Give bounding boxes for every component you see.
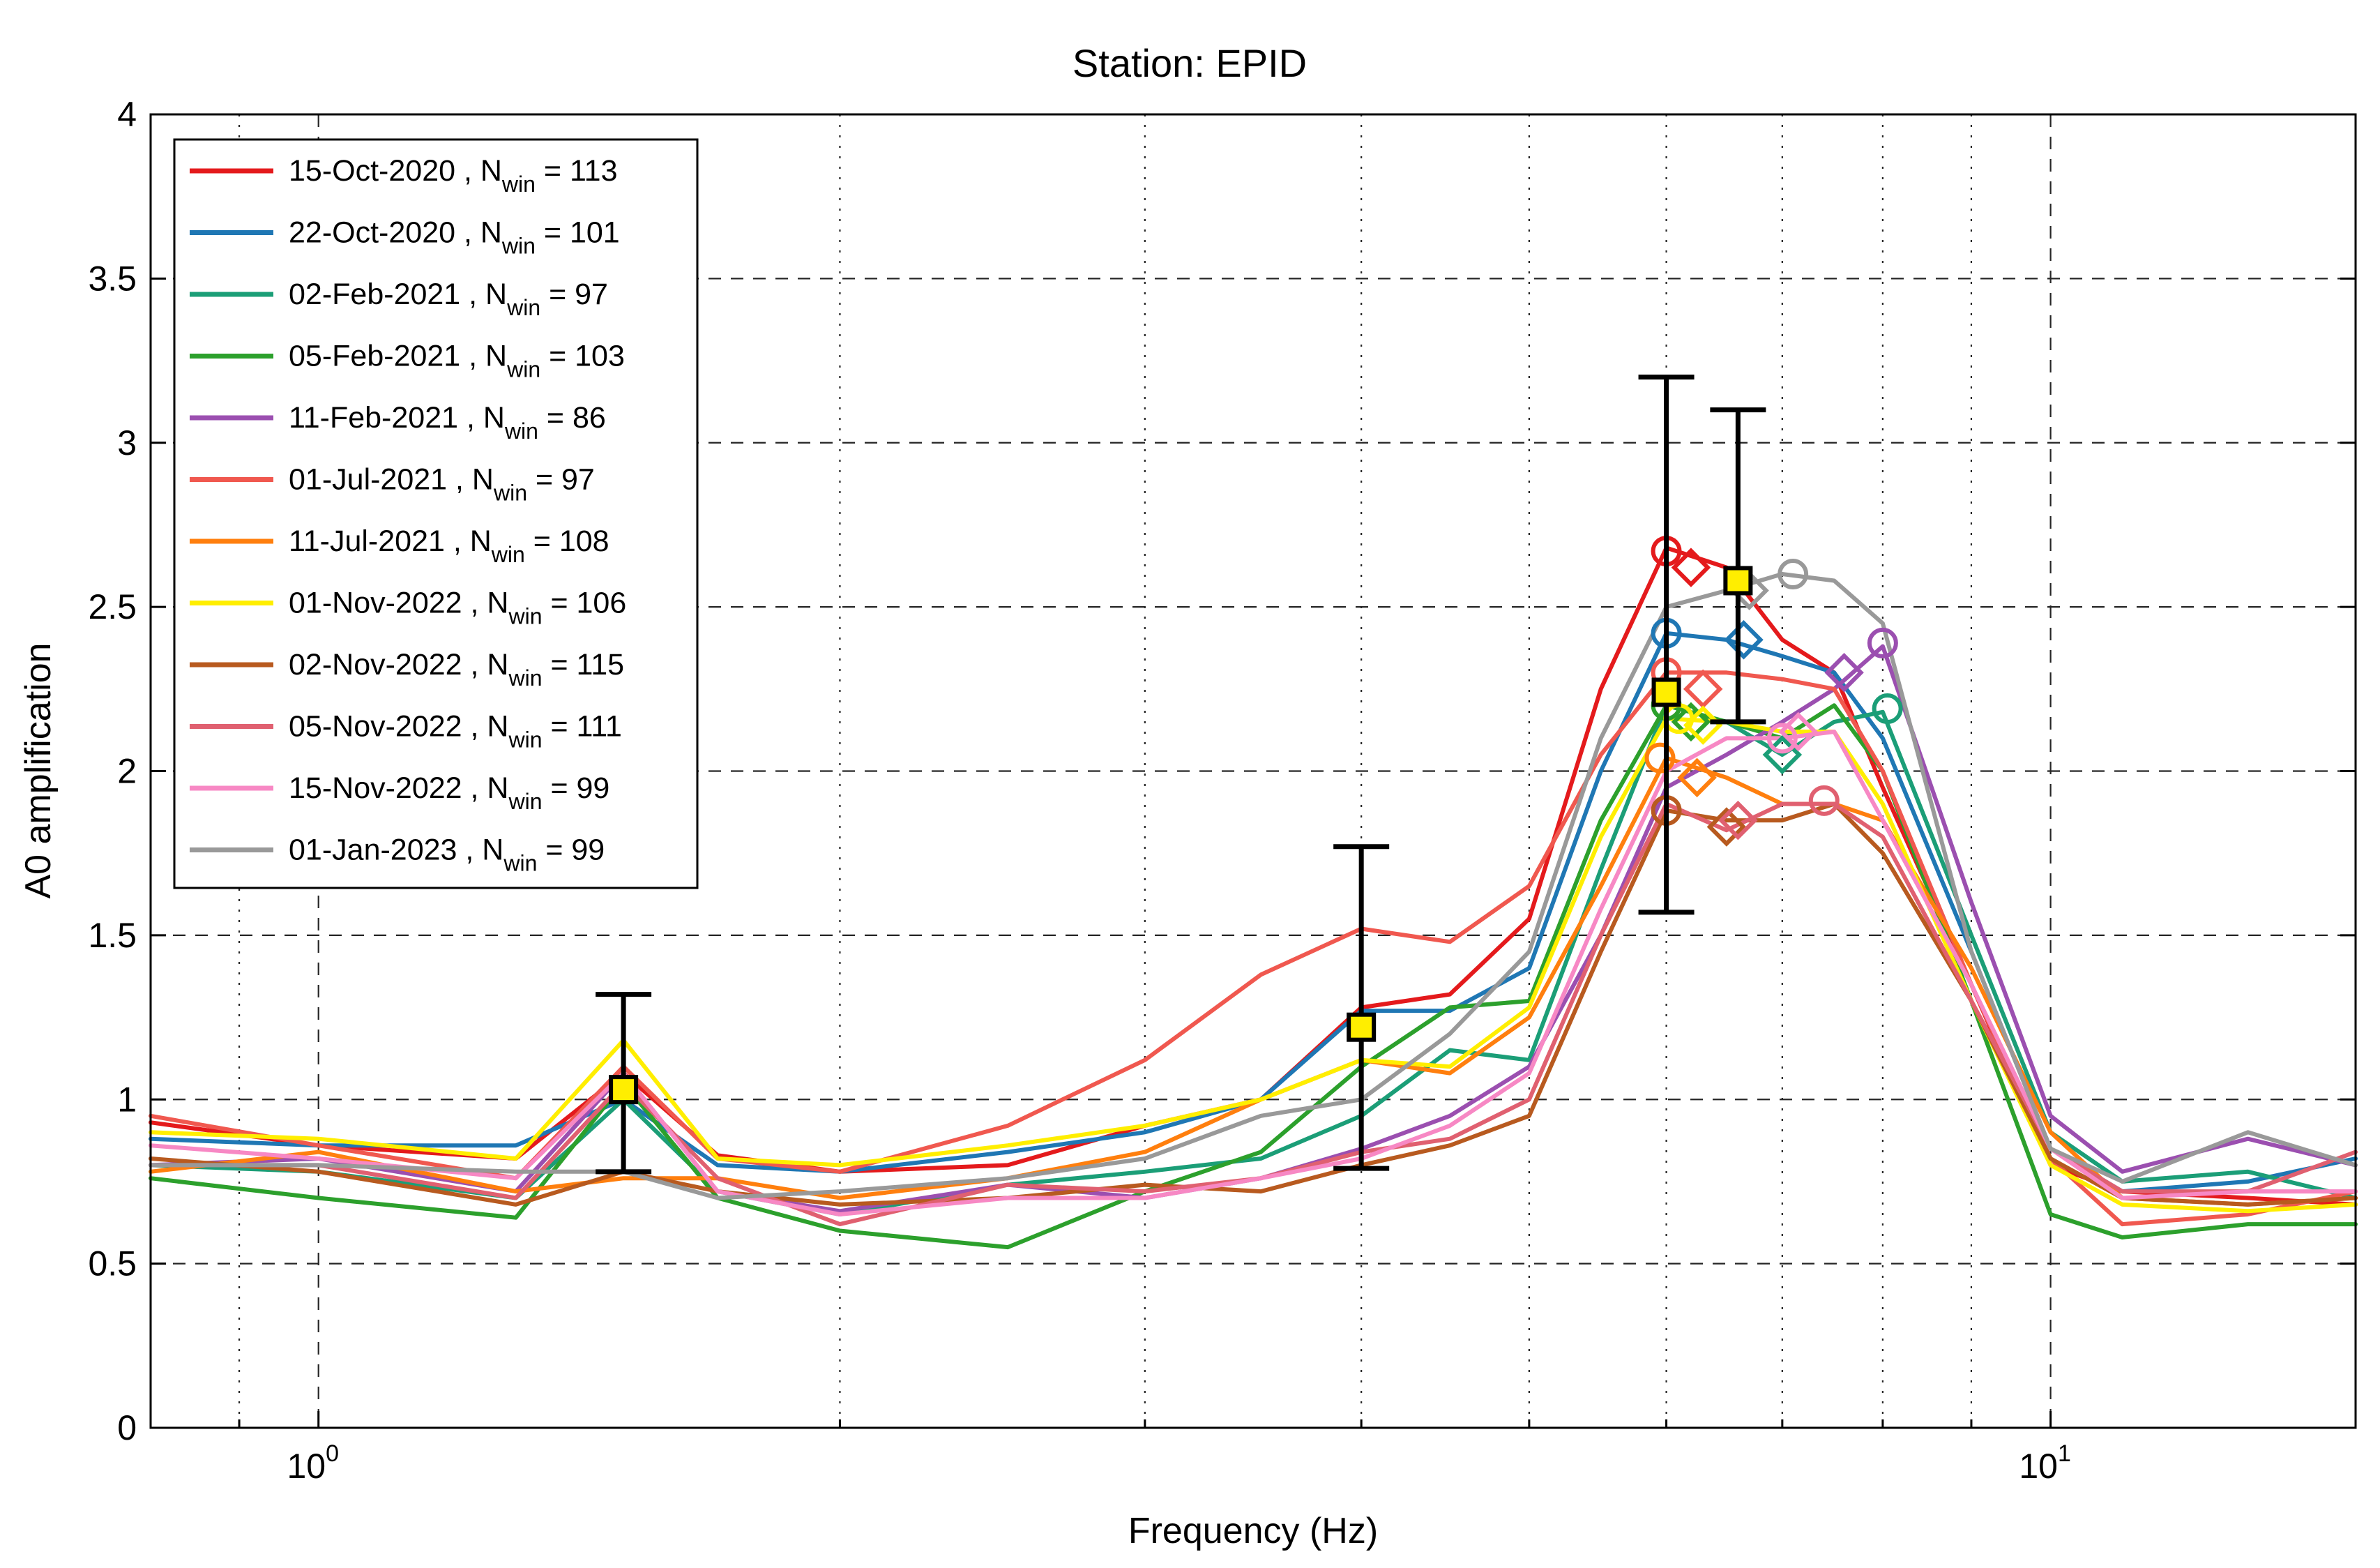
y-tick-label: 4: [117, 95, 137, 134]
peak-diamond-marker: [1706, 807, 1747, 847]
x-tick-label: 101: [2019, 1440, 2071, 1486]
error-bar-mean-marker: [1723, 566, 1753, 596]
error-bar-mean-marker: [1347, 1012, 1377, 1042]
legend-entry-label: 02-Nov-2022 , Nwin = 115: [289, 648, 624, 691]
peak-circle-marker: [1766, 723, 1798, 754]
x-axis-ticks: 100 101: [149, 1411, 2071, 1486]
legend-entry-label: 01-Nov-2022 , Nwin = 106: [289, 587, 626, 629]
legend-entry-label: 02-Feb-2021 , Nwin = 97: [289, 278, 608, 320]
legend-entry-label: 11-Feb-2021 , Nwin = 86: [289, 401, 606, 444]
y-axis-label: A0 amplification: [18, 642, 59, 898]
peak-diamond-marker: [1762, 734, 1803, 775]
error-bars: [596, 375, 1766, 1175]
y-tick-label: 0.5: [88, 1244, 137, 1283]
legend-entry-label: 11-Jul-2021 , Nwin = 108: [289, 525, 609, 567]
plot-area-frame: [149, 113, 2357, 1429]
y-tick-label: 0: [117, 1408, 137, 1447]
peak-diamond-marker: [1677, 757, 1717, 798]
peak-diamond-marker: [1671, 548, 1711, 587]
legend-entry-label: 01-Jan-2023 , Nwin = 99: [289, 834, 605, 876]
peak-circle-marker: [1872, 693, 1903, 725]
y-axis-ticks: 0 0.5 1 1.5 2 2.5 3 3.5 4: [88, 95, 2356, 1447]
y-tick-label: 1.5: [88, 916, 137, 955]
y-tick-label: 1: [117, 1080, 137, 1119]
series-line-05-Feb-2021: [149, 703, 2358, 1250]
error-bar-mean-marker: [609, 1075, 639, 1105]
series-line-15-Nov-2022: [149, 730, 2358, 1216]
y-tick-label: 2.5: [88, 587, 137, 626]
legend-entry-label: 22-Oct-2020 , Nwin = 101: [289, 216, 620, 259]
series-line-01-Jan-2023: [149, 572, 2358, 1200]
legend-entry-label: 15-Oct-2020 , Nwin = 113: [289, 154, 618, 197]
series-lines: [149, 545, 2358, 1250]
legend-entry-label: 05-Nov-2022 , Nwin = 111: [289, 710, 622, 753]
peak-circle-marker: [1808, 785, 1840, 816]
error-bar-mean-marker: [1651, 677, 1681, 707]
y-tick-label: 3.5: [88, 259, 137, 298]
peak-markers: [1644, 536, 1903, 847]
legend-entry-label: 05-Feb-2021 , Nwin = 103: [289, 340, 625, 382]
legend-entry-label: 01-Jul-2021 , Nwin = 97: [289, 463, 595, 506]
series-line-05-Nov-2022: [149, 801, 2358, 1227]
peak-circle-marker: [1867, 627, 1898, 658]
peak-diamond-marker: [1683, 669, 1723, 709]
y-tick-label: 2: [117, 752, 137, 791]
x-tick-label: 100: [287, 1440, 339, 1486]
y-tick-label: 3: [117, 423, 137, 462]
peak-diamond-marker: [1718, 800, 1758, 840]
legend-entry-label: 15-Nov-2022 , Nwin = 99: [289, 771, 609, 814]
legend: 15-Oct-2020 , Nwin = 113 22-Oct-2020 , Nw…: [173, 138, 699, 889]
peak-diamond-marker: [1671, 702, 1711, 742]
peak-diamond-marker: [1778, 711, 1818, 752]
legend-box: [173, 138, 699, 889]
peak-circle-marker: [1644, 742, 1676, 774]
peak-diamond-marker: [1824, 653, 1864, 693]
peak-diamond-marker: [1724, 619, 1764, 660]
x-axis-label: Frequency (Hz): [1128, 1511, 1378, 1551]
peak-circle-marker: [1778, 559, 1809, 590]
chart-title: Station: EPID: [1072, 41, 1307, 85]
